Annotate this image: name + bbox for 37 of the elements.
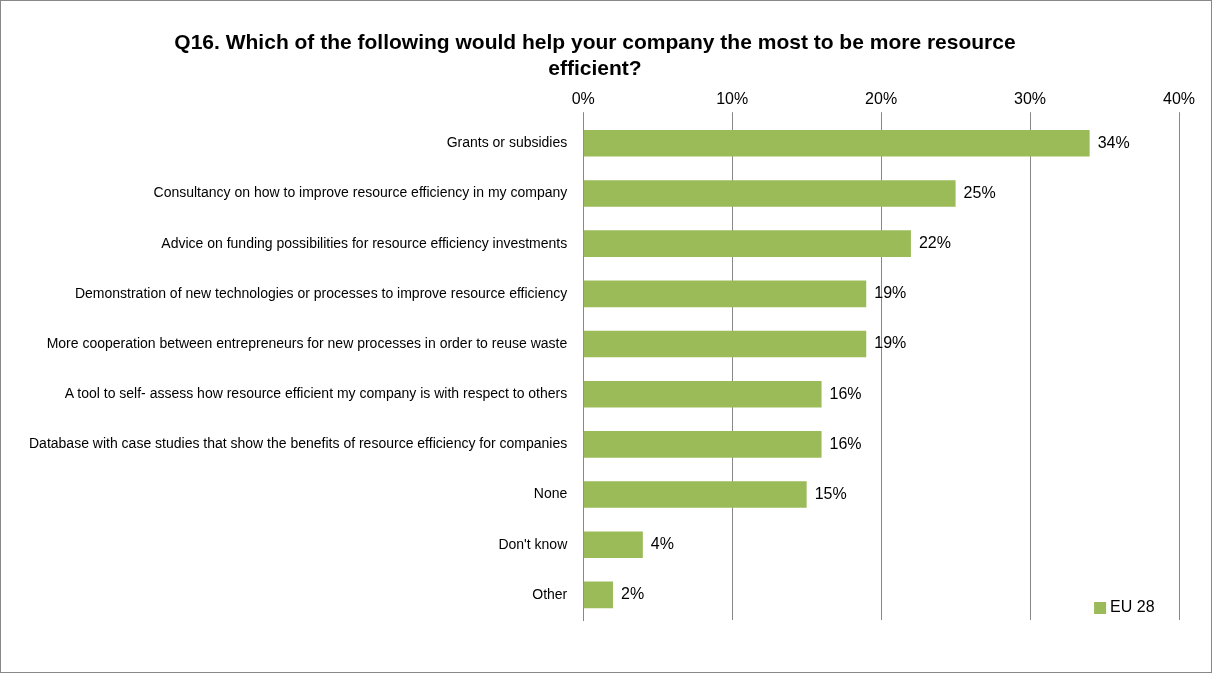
x-tick-label: 40%	[1162, 90, 1196, 108]
bar	[583, 481, 807, 508]
data-label: 25%	[963, 183, 996, 201]
bar	[583, 581, 614, 609]
y-tick-label: Consultancy on how to improve resource efficiency in my company	[153, 184, 568, 201]
y-tick-label: Demonstration of new technologies or processes to improve resource efficiency	[74, 284, 568, 301]
data-label: 2%	[621, 585, 645, 603]
bar	[583, 280, 867, 308]
data-label: 22%	[918, 234, 951, 252]
x-tick-label: 10%	[716, 90, 749, 108]
bar	[583, 330, 867, 358]
data-label: 4%	[650, 535, 674, 553]
data-label: 19%	[874, 334, 907, 352]
data-label: 16%	[829, 434, 862, 452]
x-tick-label: 0%	[571, 90, 595, 108]
bar	[583, 230, 911, 257]
data-label: 19%	[874, 284, 907, 302]
x-tick-label: 30%	[1014, 90, 1047, 108]
y-tick-label: A tool to self- assess how resource efficient my company is with respect to others	[64, 385, 568, 402]
y-tick-label: Advice on funding possibilities for resource efficiency investments	[161, 234, 568, 251]
bar	[583, 431, 822, 458]
data-label: 15%	[814, 484, 847, 502]
y-tick-label: Database with case studies that show the benefits of resource efficiency for companies	[28, 435, 568, 452]
legend-label: EU 28	[1110, 598, 1155, 616]
bar	[583, 380, 822, 408]
chart-title: Q16. Which of the following would help your company the most to be more resource efficient?	[173, 29, 1017, 81]
bar	[583, 129, 1090, 157]
x-tick-label: 20%	[865, 90, 898, 108]
data-label: 34%	[1097, 133, 1130, 151]
y-tick-label: None	[533, 485, 568, 502]
y-tick-label: Grants or subsidies	[446, 134, 568, 151]
bar	[583, 180, 956, 207]
data-label: 16%	[829, 384, 862, 402]
y-tick-label: Other	[532, 585, 568, 602]
bar	[583, 531, 643, 559]
y-tick-label: Don't know	[498, 535, 569, 552]
y-tick-label: More cooperation between entrepreneurs for new processes in order to reuse waste	[46, 334, 568, 351]
